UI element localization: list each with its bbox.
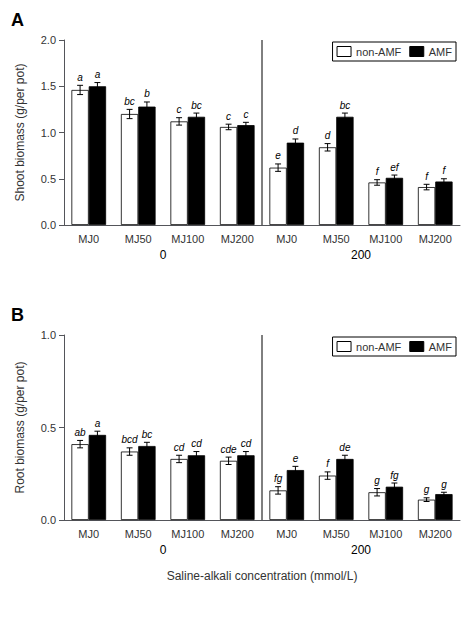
svg-text:0.0: 0.0 (41, 219, 56, 231)
svg-text:ef: ef (390, 162, 400, 173)
svg-text:1.0: 1.0 (41, 127, 56, 139)
svg-text:MJ0: MJ0 (78, 528, 99, 540)
svg-text:MJ100: MJ100 (369, 528, 402, 540)
svg-text:AMF: AMF (429, 341, 453, 353)
svg-text:b: b (144, 88, 150, 99)
svg-text:cd: cd (191, 438, 202, 449)
svg-text:g: g (374, 475, 380, 486)
svg-text:bcd: bcd (122, 434, 139, 445)
svg-text:MJ0: MJ0 (276, 528, 297, 540)
svg-text:c: c (243, 109, 248, 120)
svg-text:g: g (424, 484, 430, 495)
svg-text:1.0: 1.0 (41, 329, 56, 341)
svg-text:bc: bc (191, 100, 202, 111)
svg-text:A: A (11, 10, 24, 30)
svg-text:MJ50: MJ50 (323, 233, 350, 245)
svg-text:f: f (443, 165, 447, 176)
svg-text:f: f (376, 166, 380, 177)
svg-text:B: B (11, 305, 24, 325)
svg-text:c: c (177, 104, 182, 115)
svg-text:cde: cde (221, 444, 238, 455)
svg-text:e: e (293, 453, 299, 464)
svg-text:MJ200: MJ200 (419, 233, 452, 245)
svg-text:bc: bc (124, 96, 135, 107)
svg-text:0.5: 0.5 (41, 422, 56, 434)
svg-text:cd: cd (241, 438, 252, 449)
svg-text:a: a (77, 72, 83, 83)
svg-text:MJ200: MJ200 (221, 233, 254, 245)
svg-text:MJ100: MJ100 (369, 233, 402, 245)
svg-text:Root biomass (g/per pot): Root biomass (g/per pot) (13, 361, 27, 493)
svg-text:bc: bc (142, 429, 153, 440)
svg-text:MJ100: MJ100 (171, 528, 204, 540)
svg-text:a: a (95, 69, 101, 80)
svg-text:MJ200: MJ200 (419, 528, 452, 540)
svg-text:f: f (425, 171, 429, 182)
svg-text:MJ0: MJ0 (276, 233, 297, 245)
svg-text:Shoot biomass (g/per pot): Shoot biomass (g/per pot) (13, 63, 27, 201)
svg-text:f: f (326, 458, 330, 469)
svg-text:MJ50: MJ50 (323, 528, 350, 540)
svg-text:0: 0 (160, 248, 167, 262)
svg-text:0: 0 (160, 543, 167, 557)
svg-text:fg: fg (274, 473, 283, 484)
svg-text:d: d (325, 130, 331, 141)
svg-text:MJ0: MJ0 (78, 233, 99, 245)
svg-text:200: 200 (351, 543, 371, 557)
svg-text:ab: ab (75, 427, 87, 438)
svg-text:MJ50: MJ50 (125, 528, 152, 540)
svg-text:c: c (226, 111, 231, 122)
svg-text:2.0: 2.0 (41, 34, 56, 46)
svg-text:cd: cd (174, 442, 185, 453)
svg-text:AMF: AMF (429, 46, 453, 58)
svg-text:1.5: 1.5 (41, 80, 56, 92)
svg-text:non-AMF: non-AMF (356, 341, 402, 353)
svg-text:g: g (441, 479, 447, 490)
svg-text:non-AMF: non-AMF (356, 46, 402, 58)
svg-text:fg: fg (390, 470, 399, 481)
svg-text:MJ50: MJ50 (125, 233, 152, 245)
svg-text:de: de (339, 442, 351, 453)
svg-text:d: d (293, 125, 299, 136)
svg-text:bc: bc (340, 100, 351, 111)
svg-text:MJ100: MJ100 (171, 233, 204, 245)
svg-text:Saline-alkali concentration (m: Saline-alkali concentration (mmol/L) (167, 569, 358, 583)
svg-text:200: 200 (351, 248, 371, 262)
svg-text:MJ200: MJ200 (221, 528, 254, 540)
svg-text:0.5: 0.5 (41, 173, 56, 185)
svg-text:e: e (275, 150, 281, 161)
svg-text:a: a (95, 418, 101, 429)
svg-text:0.0: 0.0 (41, 514, 56, 526)
